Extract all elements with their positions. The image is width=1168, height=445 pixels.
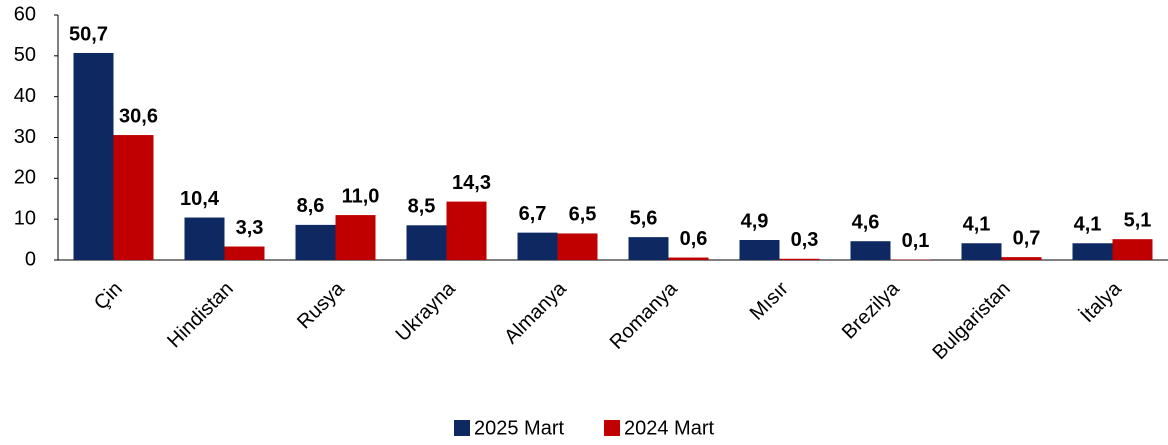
x-tick-label: Brezilya [838, 277, 904, 343]
x-tick-label: Bulgaristan [928, 278, 1014, 364]
y-tick-label: 20 [14, 167, 36, 189]
bar [184, 217, 225, 260]
y-tick-label: 40 [14, 85, 36, 107]
y-tick-label: 0 [25, 248, 36, 270]
value-label: 4,6 [852, 211, 880, 233]
y-tick-label: 10 [14, 207, 36, 229]
value-label: 8,5 [408, 196, 436, 218]
bar [668, 257, 709, 260]
bar [1001, 257, 1042, 260]
value-label: 50,7 [69, 23, 108, 45]
legend-swatch [604, 420, 620, 436]
value-label: 6,7 [519, 203, 547, 225]
x-tick-label: Romanya [606, 277, 683, 354]
x-tick-label: Almanya [500, 277, 571, 348]
value-label: 8,6 [297, 195, 325, 217]
y-tick-label: 50 [14, 44, 36, 66]
value-label: 0,6 [680, 228, 708, 250]
x-tick-label: Rusya [293, 277, 349, 333]
bar [1072, 243, 1113, 260]
value-label: 4,1 [1074, 214, 1102, 236]
bar [739, 239, 780, 260]
value-label: 5,1 [1124, 209, 1152, 231]
x-tick-label: İtalya [1076, 276, 1127, 327]
value-label: 5,6 [630, 207, 658, 229]
value-label: 0,1 [902, 230, 930, 252]
value-label: 10,4 [180, 188, 220, 210]
value-label: 11,0 [342, 185, 380, 207]
value-label: 0,7 [1013, 227, 1041, 249]
x-tick-label: Hindistan [163, 278, 238, 353]
bar [1112, 239, 1153, 260]
value-label: 4,9 [741, 210, 769, 232]
value-label: 0,3 [791, 229, 819, 251]
y-tick-label: 30 [14, 126, 36, 148]
x-tick-label: Çin [90, 278, 127, 315]
x-tick-label: Mısır [746, 277, 793, 324]
bar [779, 258, 820, 260]
value-label: 30,6 [119, 105, 158, 127]
x-tick-label: Ukrayna [392, 277, 461, 346]
value-label: 14,3 [452, 172, 491, 194]
bar [628, 237, 669, 260]
legend-label: 2025 Mart [474, 417, 564, 439]
legend-swatch [454, 420, 470, 436]
bar [850, 241, 891, 260]
bar [224, 246, 265, 260]
bar [446, 201, 487, 260]
y-tick-label: 60 [14, 3, 36, 25]
value-label: 6,5 [569, 204, 597, 226]
value-label: 3,3 [236, 217, 264, 239]
bar [295, 224, 336, 260]
legend-label: 2024 Mart [624, 417, 714, 439]
bar [961, 243, 1002, 260]
bar [73, 52, 114, 260]
bar [113, 135, 154, 260]
value-label: 4,1 [963, 214, 991, 236]
bar [517, 232, 558, 260]
bar [557, 233, 598, 260]
bar [335, 215, 376, 260]
bar [406, 225, 447, 260]
